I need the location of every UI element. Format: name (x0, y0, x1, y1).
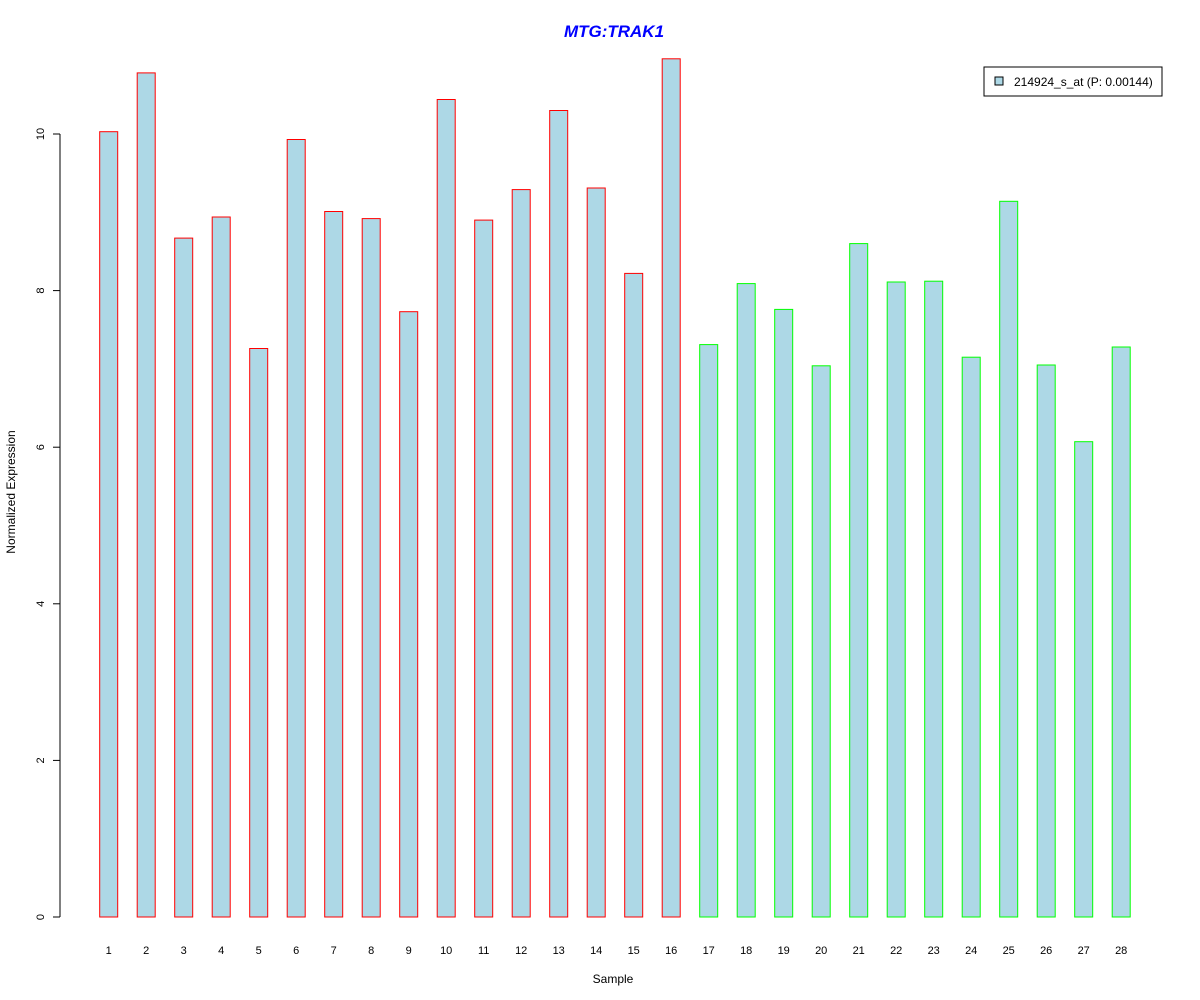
y-axis-label: Normalized Expression (4, 430, 18, 553)
bar (361, 218, 381, 918)
bar (511, 189, 531, 918)
x-tick-label: 6 (293, 945, 299, 957)
bar (699, 344, 719, 918)
y-tick-label: 2 (35, 757, 47, 763)
x-tick-label: 20 (815, 945, 827, 957)
x-tick-label: 1 (106, 945, 112, 957)
bar (1111, 346, 1131, 918)
y-axis: 0 2 4 6 8 10 (35, 128, 61, 920)
bar (99, 131, 119, 918)
bar (774, 308, 794, 918)
x-tick-label: 3 (181, 945, 187, 957)
x-tick-label: 7 (331, 945, 337, 957)
x-tick-label: 4 (218, 945, 224, 957)
x-tick-label: 27 (1078, 945, 1090, 957)
x-tick-label: 24 (965, 945, 977, 957)
x-axis-label: Sample (593, 972, 634, 986)
legend-box (983, 66, 1163, 97)
x-tick-label: 16 (665, 945, 677, 957)
x-tick-label: 28 (1115, 945, 1127, 957)
y-tick-label: 6 (35, 444, 47, 450)
bars-group (99, 58, 1131, 918)
bar (624, 272, 644, 918)
bar (736, 283, 756, 918)
x-tick-label: 21 (853, 945, 865, 957)
bar (211, 216, 231, 918)
bar (249, 348, 269, 918)
bar (174, 237, 194, 918)
bar (849, 243, 869, 918)
bar (924, 280, 944, 918)
bar (999, 200, 1019, 918)
bar (324, 211, 344, 918)
x-tick-label: 18 (740, 945, 752, 957)
x-tick-label: 15 (628, 945, 640, 957)
bar (136, 72, 156, 918)
legend: 214924_s_at (P: 0.00144) (983, 66, 1163, 97)
y-tick-label: 8 (35, 288, 47, 294)
x-tick-label: 8 (368, 945, 374, 957)
chart-title: MTG:TRAK1 (564, 22, 664, 41)
bar (1074, 441, 1094, 918)
x-tick-label: 2 (143, 945, 149, 957)
bar (436, 99, 456, 918)
bar (549, 110, 569, 918)
bar (474, 219, 494, 918)
bar (399, 311, 419, 918)
x-tick-label: 5 (256, 945, 262, 957)
legend-label: 214924_s_at (P: 0.00144) (1014, 75, 1153, 89)
x-tick-label: 14 (590, 945, 602, 957)
bar (811, 365, 831, 918)
x-tick-label: 23 (928, 945, 940, 957)
x-tick-label: 25 (1003, 945, 1015, 957)
x-tick-label: 13 (553, 945, 565, 957)
bar (661, 58, 681, 918)
x-tick-label: 17 (703, 945, 715, 957)
x-tick-label: 10 (440, 945, 452, 957)
bar (961, 356, 981, 918)
x-tick-label: 12 (515, 945, 527, 957)
legend-swatch (994, 76, 1004, 86)
x-tick-label: 19 (778, 945, 790, 957)
x-tick-label: 26 (1040, 945, 1052, 957)
bar (886, 281, 906, 918)
x-tick-label: 11 (478, 945, 489, 957)
bar (286, 139, 306, 918)
y-tick-label: 4 (35, 601, 47, 607)
y-tick-label: 10 (35, 128, 47, 140)
x-tick-label: 9 (406, 945, 412, 957)
bar (586, 187, 606, 918)
y-tick-label: 0 (35, 914, 47, 920)
x-tick-label: 22 (890, 945, 902, 957)
x-axis-tick-labels: 1 2 3 4 5 6 7 8 9 10 11 12 13 14 15 16 17 18 19 20 21 22 23 24 2… (106, 945, 1128, 957)
bar (1036, 364, 1056, 918)
